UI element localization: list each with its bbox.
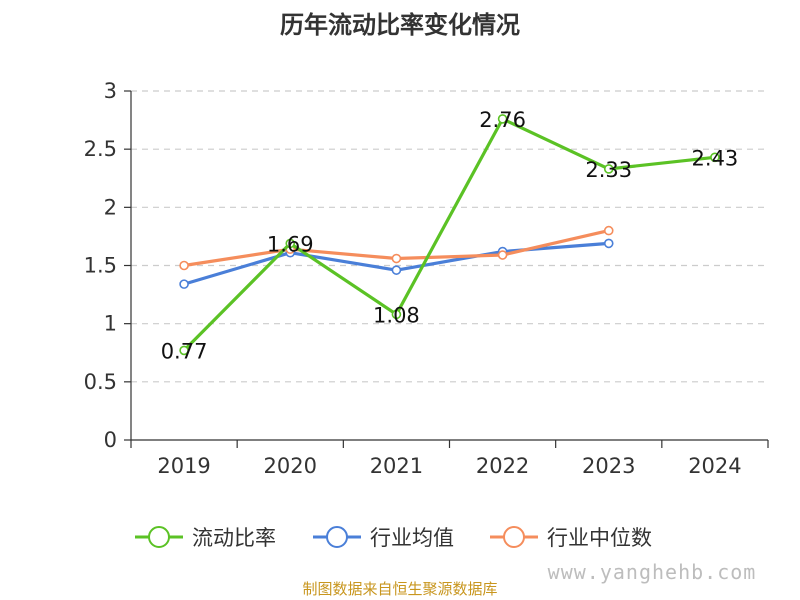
x-tick-label: 2021 [370, 454, 423, 478]
legend-label: 行业中位数 [547, 526, 652, 550]
data-label: 2.76 [479, 108, 526, 132]
data-point [710, 152, 720, 163]
data-point [603, 225, 614, 236]
data-label: 0.77 [161, 339, 208, 363]
legend-label: 流动比率 [192, 526, 276, 550]
y-tick-label: 2.5 [84, 137, 117, 161]
axes: 0 0.5 1 1.5 2 2.5 3 2019 2020 2021 2022 2023 2024 [84, 79, 769, 478]
data-label: 2.33 [585, 158, 632, 182]
y-tick-label: 0 [104, 428, 117, 452]
y-tick-label: 2 [104, 195, 117, 219]
source-note: 制图数据来自恒生聚源数据库 [302, 580, 497, 598]
data-point [497, 250, 508, 260]
chart-title: 历年流动比率变化情况 [280, 11, 520, 39]
data-point [391, 309, 402, 320]
legend-marker [148, 526, 170, 548]
watermark: www.yanghehb.com [548, 560, 757, 584]
y-tick-label: 0.5 [84, 370, 117, 394]
data-label: 1.69 [267, 232, 314, 256]
data-point [285, 238, 296, 249]
data-point [603, 238, 614, 249]
data-point [179, 260, 189, 271]
series-line [182, 241, 611, 286]
data-point [497, 114, 508, 124]
grid-lines [131, 90, 768, 383]
data-point [391, 253, 402, 264]
legend[interactable]: 流动比率 行业均值 行业中位数 [135, 526, 652, 550]
x-tick-label: 2024 [688, 454, 741, 478]
series-lines [179, 114, 720, 356]
series-line [182, 117, 717, 353]
data-label: 1.08 [373, 303, 420, 327]
data-labels: 0.77 1.69 1.08 2.76 2.33 2.43 [161, 108, 739, 364]
data-point [179, 279, 189, 289]
legend-marker [503, 526, 525, 548]
data-point [391, 265, 402, 275]
data-point [179, 345, 189, 356]
legend-marker [326, 526, 348, 548]
legend-item[interactable]: 流动比率 [135, 526, 276, 550]
legend-label: 行业均值 [370, 526, 454, 550]
legend-item[interactable]: 行业均值 [313, 526, 454, 550]
y-tick-label: 1.5 [84, 254, 117, 278]
legend-item[interactable]: 行业中位数 [490, 526, 652, 550]
x-tick-label: 2022 [476, 454, 529, 478]
x-tick-label: 2019 [157, 454, 210, 478]
data-label: 2.43 [692, 146, 739, 170]
y-tick-label: 1 [104, 312, 117, 336]
x-tick-label: 2020 [264, 454, 317, 478]
x-tick-label: 2023 [582, 454, 635, 478]
data-point [603, 164, 614, 174]
y-tick-label: 3 [104, 79, 117, 103]
